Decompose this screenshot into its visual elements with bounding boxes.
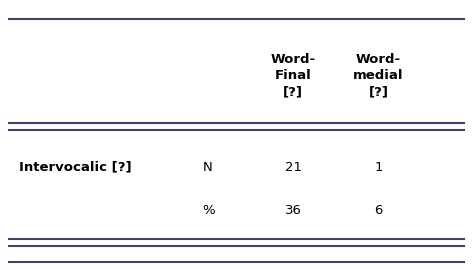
- Text: 1: 1: [374, 161, 383, 174]
- Text: N: N: [203, 161, 213, 174]
- Text: 6: 6: [374, 204, 383, 217]
- Text: Word-
medial
[?]: Word- medial [?]: [353, 53, 403, 98]
- Text: 21: 21: [285, 161, 302, 174]
- Text: 36: 36: [285, 204, 302, 217]
- Text: %: %: [202, 204, 214, 217]
- Text: Intervocalic [?]: Intervocalic [?]: [19, 161, 131, 174]
- Text: Word-
Final
[?]: Word- Final [?]: [271, 53, 316, 98]
